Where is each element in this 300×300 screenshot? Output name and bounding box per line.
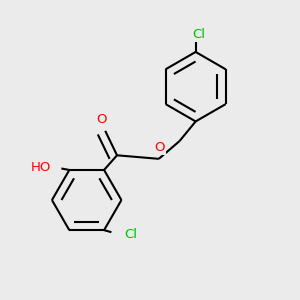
Text: Cl: Cl	[124, 228, 137, 241]
Text: Cl: Cl	[192, 28, 205, 41]
Text: O: O	[97, 113, 107, 126]
Text: HO: HO	[30, 160, 51, 173]
Text: O: O	[154, 141, 165, 154]
